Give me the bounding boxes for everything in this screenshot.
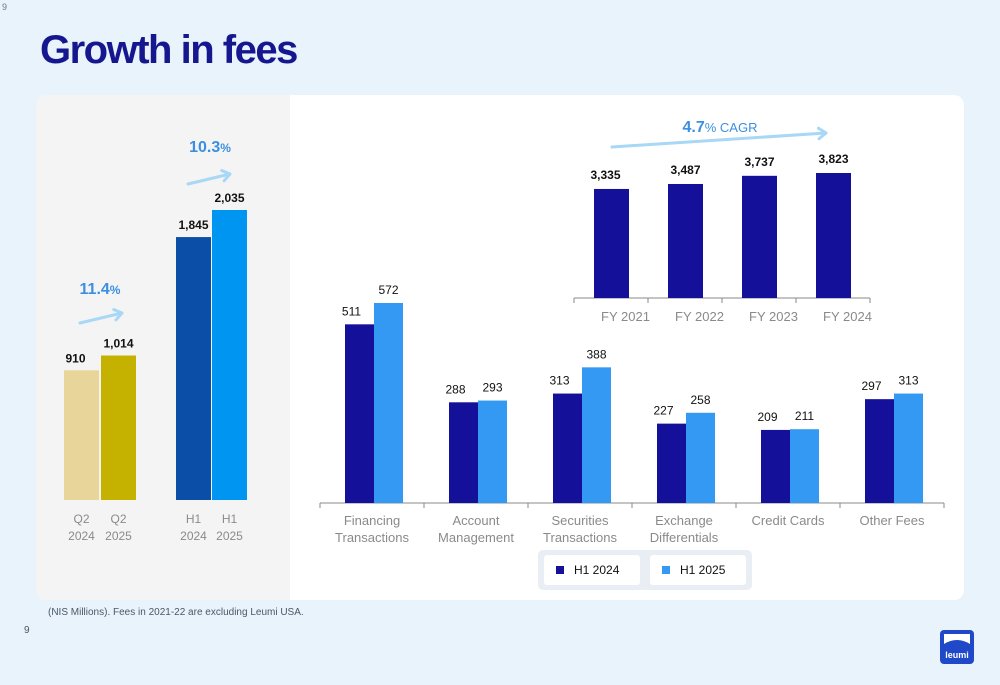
category-bar-5-1 [894,393,923,503]
category-data-label-5-1: 313 [898,374,918,388]
category-bar-2-1 [582,367,611,503]
legend-swatch-h1-2024 [556,566,564,574]
annual-tick-label-2: FY 2023 [749,309,798,324]
annual-data-label-0: 3,335 [590,168,620,182]
data-label-2: 1,845 [178,218,208,232]
category-data-label-3-0: 227 [653,404,673,418]
tick-label-3: 2025 [216,529,243,543]
tick-label-2: 2024 [180,529,207,543]
legend-label-h1-2025: H1 2025 [680,563,726,577]
tick-label-1: Q2 [110,512,126,526]
category-data-label-4-0: 209 [757,410,777,424]
legend-label-h1-2024: H1 2024 [574,563,620,577]
growth-arrow-q2-head [112,308,124,322]
category-data-label-1-0: 288 [445,382,465,396]
annual-tick-label-0: FY 2021 [601,309,650,324]
annual-data-label-2: 3,737 [744,155,774,169]
category-data-label-2-1: 388 [586,347,606,361]
category-tick-label-1: Management [438,530,514,545]
cagr-arrow-head [816,126,828,141]
category-tick-label-3: Exchange [655,513,713,528]
annual-data-label-1: 3,487 [670,163,700,177]
category-data-label-4-1: 211 [795,409,814,423]
category-bar-0-0 [345,324,374,503]
category-data-label-3-1: 258 [690,393,710,407]
category-data-label-2-0: 313 [549,374,569,388]
tick-label-2: H1 [186,512,202,526]
category-tick-label-0: Transactions [335,530,409,545]
annual-bar-3 [816,173,851,298]
annual-data-label-3: 3,823 [818,152,848,166]
growth-arrow-h1-head [220,169,232,183]
logo-text: leumi [945,650,969,660]
bar-0 [64,370,99,500]
data-label-1: 1,014 [103,336,133,350]
category-bar-2-0 [553,393,582,503]
category-tick-label-2: Transactions [543,530,617,545]
category-bar-4-1 [790,429,819,503]
data-label-0: 910 [65,351,85,365]
bar-2 [176,237,211,500]
category-data-label-0-0: 511 [342,304,361,318]
category-bar-5-0 [865,399,894,503]
left-panel [36,95,290,600]
category-tick-label-2: Securities [551,513,609,528]
growth-label-h1: 10.3% [189,139,231,156]
tick-label-0: Q2 [73,512,89,526]
annual-bar-2 [742,175,777,298]
category-bar-1-0 [449,402,478,503]
growth-label-q2: 11.4% [80,281,121,298]
logo-wave-icon [944,634,970,644]
page-number-bottom: 9 [24,625,30,636]
category-bar-0-1 [374,303,403,503]
category-data-label-5-0: 297 [861,379,881,393]
tick-label-1: 2025 [105,529,132,543]
bar-1 [101,355,136,500]
legend: H1 2024 H1 2025 [538,550,752,590]
footnote: (NIS Millions). Fees in 2021-22 are excl… [48,607,304,618]
page-title: Growth in fees [40,28,298,72]
category-bar-4-0 [761,429,790,503]
page-number-top: 9 [2,2,8,12]
bar-3 [212,210,247,500]
growth-arrow-q2-shaft [78,311,124,325]
cagr-arrow-shaft [610,131,828,149]
annual-bar-1 [668,183,703,298]
category-bar-3-0 [657,423,686,503]
legend-swatch-h1-2025 [662,566,670,574]
category-bar-3-1 [686,412,715,503]
category-tick-label-4: Credit Cards [752,513,825,528]
tick-label-0: 2024 [68,529,95,543]
tick-label-3: H1 [222,512,238,526]
category-tick-label-1: Account [453,513,500,528]
legend-item-h1-2025: H1 2025 [650,555,746,585]
category-data-label-0-1: 572 [378,283,398,297]
category-bar-1-1 [478,400,507,503]
category-tick-label-5: Other Fees [859,513,925,528]
annual-tick-label-3: FY 2024 [823,309,872,324]
category-data-label-1-1: 293 [482,381,502,395]
growth-arrow-h1-shaft [186,172,232,186]
category-tick-label-0: Financing [344,513,400,528]
cagr-label: 4.7% CAGR [683,119,758,136]
annual-tick-label-1: FY 2022 [675,309,724,324]
legend-item-h1-2024: H1 2024 [544,555,640,585]
category-tick-label-3: Differentials [650,530,719,545]
data-label-3: 2,035 [214,191,244,205]
annual-bar-0 [594,188,629,298]
leumi-logo: leumi [940,630,974,664]
